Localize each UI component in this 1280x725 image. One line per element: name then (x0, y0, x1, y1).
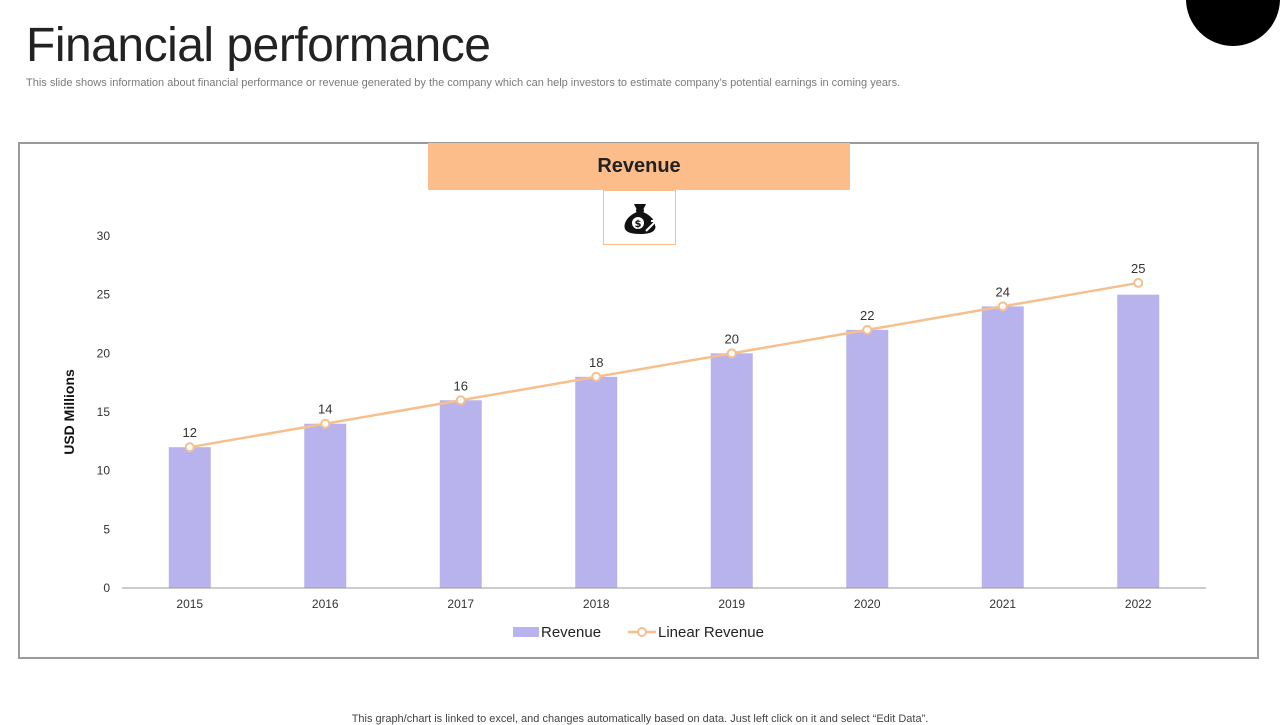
linear-revenue-point (455, 395, 466, 406)
x-tick-label: 2017 (447, 597, 474, 611)
svg-text:$: $ (634, 219, 641, 230)
footer-note: This graph/chart is linked to excel, and… (351, 713, 929, 725)
x-tick-label: 2019 (718, 597, 745, 611)
chart-header: Revenue (428, 143, 850, 190)
x-tick-label: 2018 (583, 597, 610, 611)
x-tick-label: 2021 (989, 597, 1016, 611)
y-tick-label: 20 (97, 346, 111, 360)
linear-revenue-point (591, 371, 602, 382)
x-tick-label: 2015 (176, 597, 203, 611)
linear-revenue-line (189, 281, 1139, 449)
bar-2019 (710, 353, 753, 588)
data-label: 16 (454, 378, 468, 393)
chart-icon-box: $ (603, 190, 676, 245)
linear-revenue-point (862, 324, 873, 335)
linear-revenue-point (726, 348, 737, 359)
bar-2022 (1117, 294, 1160, 588)
chart-header-label: Revenue (597, 155, 681, 177)
legend-label-revenue: Revenue (541, 624, 601, 641)
x-tick-label: 2020 (854, 597, 881, 611)
data-label: 14 (318, 402, 332, 417)
bar-2018 (575, 376, 618, 588)
y-tick-label: 10 (97, 464, 111, 478)
data-label: 25 (1131, 261, 1145, 276)
bar-2017 (439, 400, 482, 588)
bar-2021 (981, 306, 1024, 588)
y-tick-label: 30 (97, 229, 111, 243)
x-tick-label: 2016 (312, 597, 339, 611)
bar-2016 (304, 423, 347, 588)
y-axis-label: USD Millions (61, 369, 77, 455)
linear-revenue-point (1133, 277, 1144, 288)
money-bag-icon: $ (624, 203, 657, 234)
y-tick-label: 5 (103, 522, 110, 536)
data-label: 24 (996, 284, 1010, 299)
y-tick-label: 25 (97, 288, 111, 302)
data-label: 20 (725, 331, 739, 346)
data-label: 12 (183, 425, 197, 440)
y-tick-label: 15 (97, 405, 111, 419)
linear-revenue-point (184, 442, 195, 453)
legend-label-linear-revenue: Linear Revenue (658, 624, 764, 641)
data-label: 22 (860, 308, 874, 323)
linear-revenue-point (320, 418, 331, 429)
page-subtitle: This slide shows information about finan… (26, 77, 901, 89)
legend-swatch-revenue (513, 627, 539, 637)
linear-revenue-point (997, 301, 1008, 312)
x-tick-label: 2022 (1125, 597, 1152, 611)
y-tick-label: 0 (103, 581, 110, 595)
bar-2020 (846, 329, 889, 588)
page-title: Financial performance (26, 19, 491, 72)
legend-marker-linear-revenue (637, 627, 647, 637)
data-label: 18 (589, 355, 603, 370)
bar-2015 (168, 447, 211, 588)
